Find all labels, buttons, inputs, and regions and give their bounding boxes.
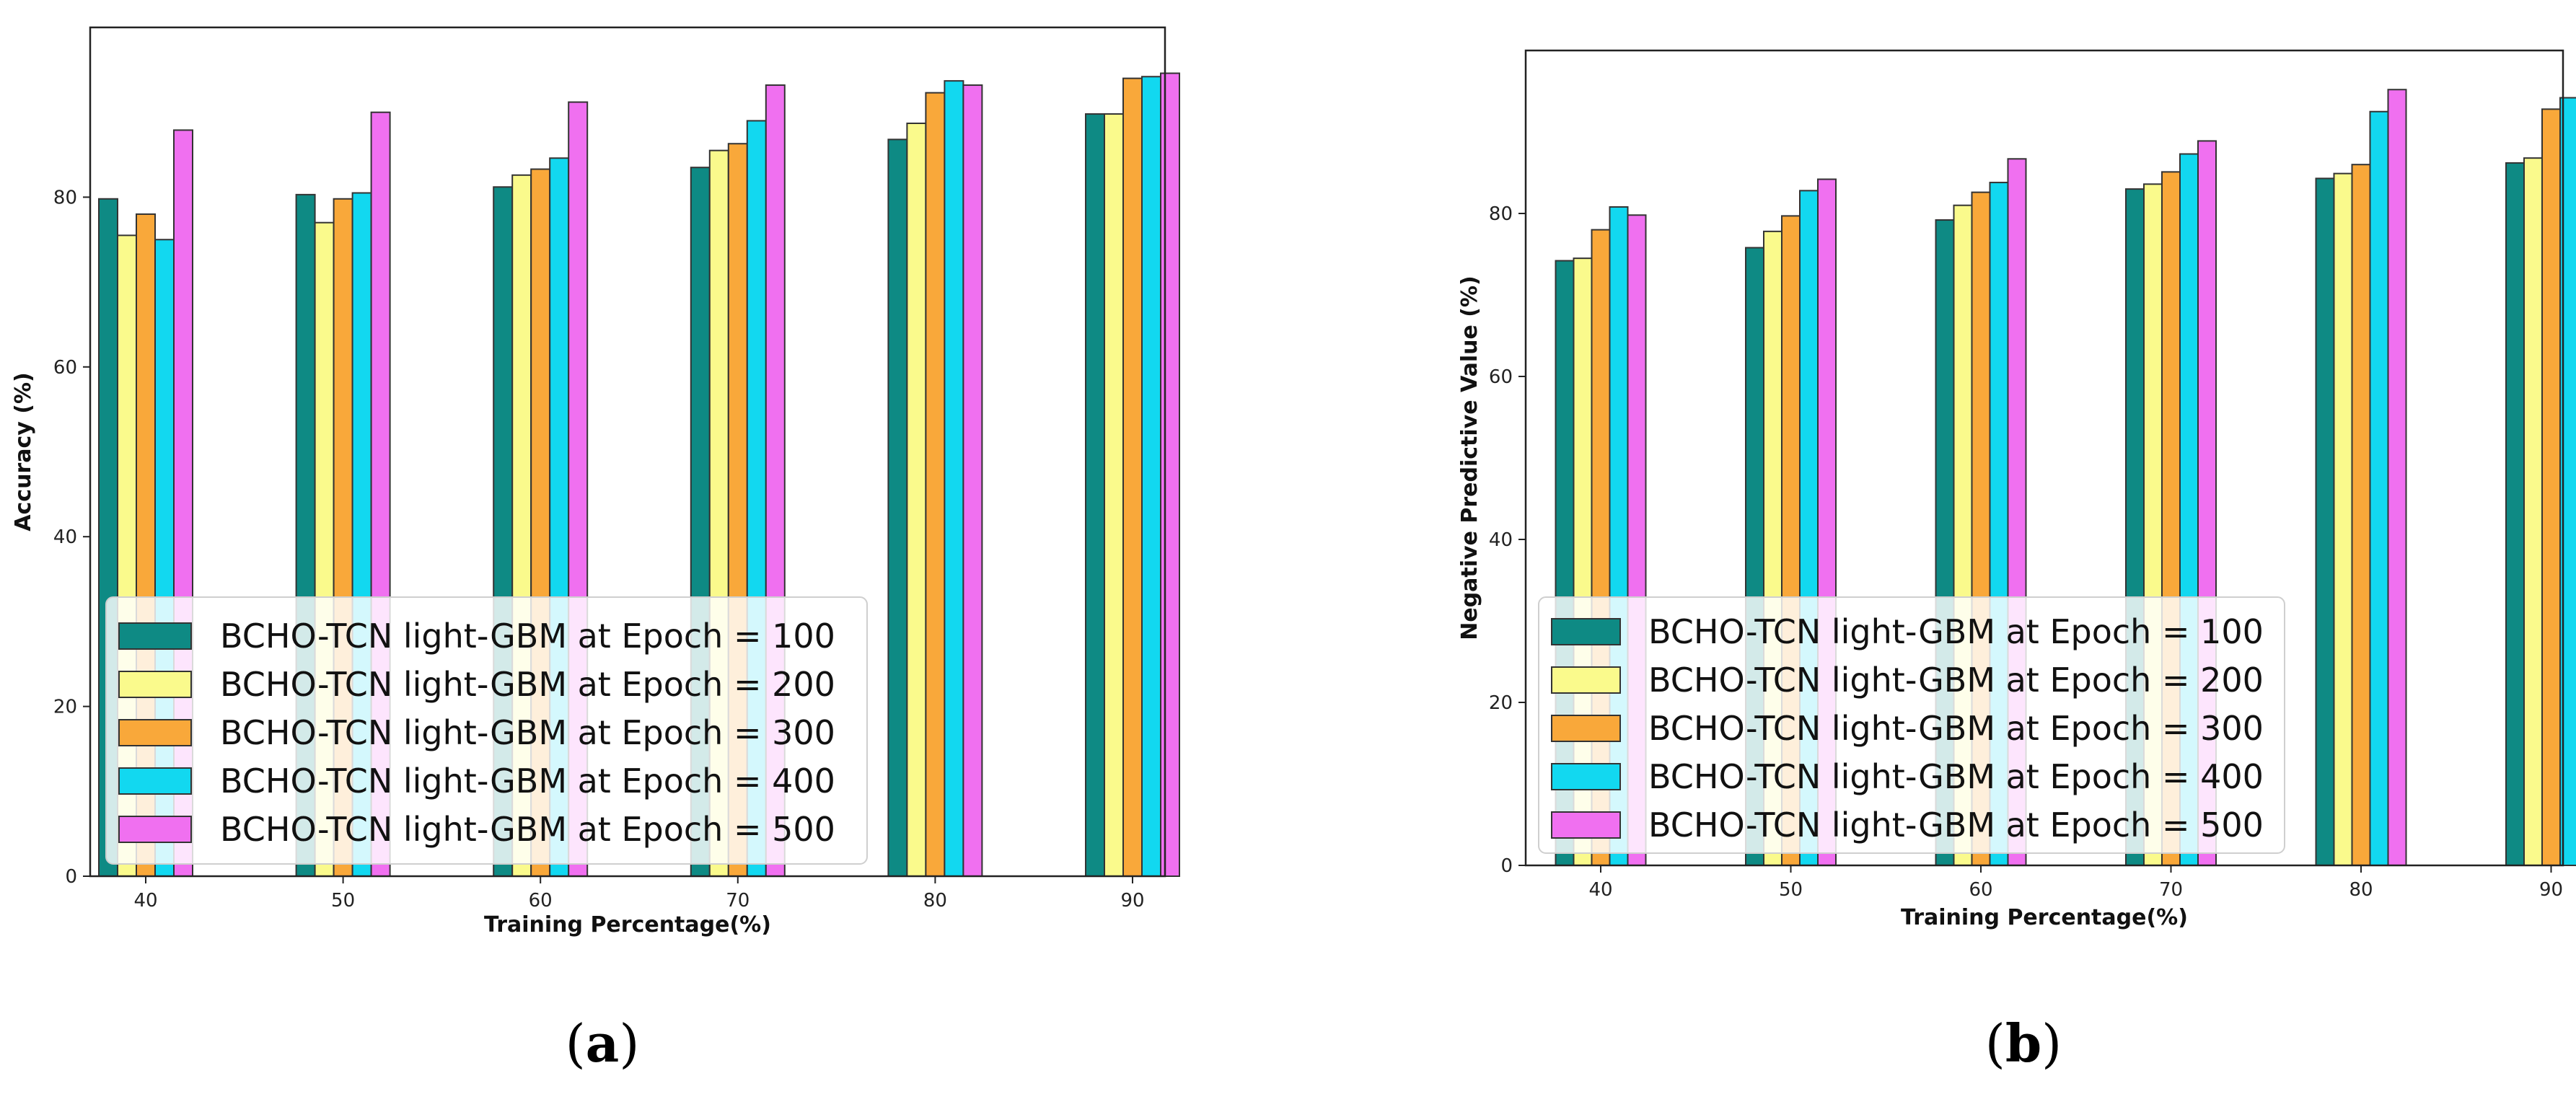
- bar-b-series3-80: [2351, 164, 2371, 866]
- legend-swatch: [1551, 811, 1621, 839]
- bar-a-series5-80: [962, 84, 983, 877]
- chart-panel-a: 0 20 40 60 80 40 50 60 70 80 90 Training Percentage…: [11, 26, 1180, 1074]
- y-tick-label: 0: [1500, 855, 1513, 877]
- y-axis-label: Negative Predictive Value (%): [1457, 275, 1482, 640]
- x-tick-label: 90: [2539, 879, 2563, 901]
- x-tick-label: 60: [529, 890, 553, 912]
- bar-a-series2-90: [1104, 113, 1124, 878]
- legend-b: BCHO-TCN light-GBM at Epoch = 100 BCHO-TC…: [1538, 596, 2285, 854]
- legend-swatch: [118, 767, 192, 795]
- bar-b-series5-80: [2387, 89, 2407, 867]
- legend-label: BCHO-TCN light-GBM at Epoch = 500: [1648, 806, 2264, 844]
- y-tick-label: 20: [1489, 692, 1513, 714]
- legend-label: BCHO-TCN light-GBM at Epoch = 100: [1648, 612, 2264, 651]
- legend-swatch: [1551, 666, 1621, 694]
- x-tick-label: 70: [726, 890, 749, 912]
- legend-label: BCHO-TCN light-GBM at Epoch = 400: [1648, 757, 2264, 796]
- x-tick-label: 60: [1969, 879, 1992, 901]
- x-tick-label: 80: [923, 890, 947, 912]
- bar-b-series3-90: [2541, 108, 2561, 867]
- y-tick-label: 20: [53, 697, 77, 718]
- y-tick-label: 40: [1489, 529, 1513, 551]
- x-tick-label: 70: [2159, 879, 2183, 901]
- bar-b-series1-90: [2505, 162, 2525, 866]
- legend-swatch: [1551, 715, 1621, 742]
- x-axis-label: Training Percentage(%): [484, 912, 771, 938]
- plot-frame-b: [1524, 49, 2564, 867]
- legend-box: [1538, 596, 2285, 854]
- legend-swatch: [1551, 618, 1621, 645]
- y-tick-label: 40: [53, 526, 77, 548]
- panel-caption-a: (a): [566, 1013, 640, 1074]
- legend-box: [105, 596, 868, 865]
- panel-caption-b: (b): [1985, 1013, 2062, 1074]
- legend-label: BCHO-TCN light-GBM at Epoch = 100: [220, 617, 835, 656]
- x-tick-label: 80: [2349, 879, 2373, 901]
- legend-label: BCHO-TCN light-GBM at Epoch = 300: [220, 713, 835, 752]
- legend-label: BCHO-TCN light-GBM at Epoch = 400: [220, 762, 835, 800]
- bar-b-series1-80: [2315, 177, 2335, 867]
- legend-label: BCHO-TCN light-GBM at Epoch = 200: [1648, 661, 2264, 700]
- bar-a-series5-90: [1160, 72, 1180, 878]
- bar-a-series4-80: [944, 80, 964, 877]
- bar-b-series4-90: [2559, 97, 2576, 866]
- bar-b-series4-80: [2369, 110, 2389, 866]
- legend-label: BCHO-TCN light-GBM at Epoch = 200: [220, 665, 835, 704]
- x-tick-label: 90: [1120, 890, 1144, 912]
- bar-a-series4-90: [1141, 76, 1161, 878]
- x-axis-label: Training Percentage(%): [1901, 905, 2188, 930]
- legend-label: BCHO-TCN light-GBM at Epoch = 300: [1648, 709, 2264, 748]
- legend-a: BCHO-TCN light-GBM at Epoch = 100 BCHO-TC…: [105, 596, 868, 865]
- x-tick-label: 40: [133, 890, 157, 912]
- legend-label: BCHO-TCN light-GBM at Epoch = 500: [220, 810, 835, 849]
- y-tick-label: 80: [53, 187, 77, 208]
- bar-a-series3-80: [925, 92, 946, 877]
- y-tick-label: 60: [1489, 366, 1513, 388]
- x-tick-label: 50: [331, 890, 355, 912]
- bar-a-series2-80: [906, 123, 927, 878]
- legend-swatch: [1551, 763, 1621, 790]
- chart-panel-b: 0 20 40 60 80 40 50 60 70 80 90 Training Percentage…: [1457, 49, 2576, 1074]
- bar-a-series1-80: [887, 138, 908, 877]
- bar-b-series2-90: [2523, 157, 2543, 867]
- legend-swatch: [118, 719, 192, 746]
- legend-swatch: [118, 622, 192, 650]
- y-tick-label: 80: [1489, 203, 1513, 225]
- bar-a-series1-90: [1085, 113, 1105, 878]
- bar-a-series3-90: [1122, 77, 1143, 878]
- y-tick-label: 60: [53, 357, 77, 379]
- x-tick-label: 40: [1588, 879, 1612, 901]
- plot-frame-a: [89, 26, 1166, 878]
- y-axis-label: Accuracy (%): [11, 372, 36, 531]
- legend-swatch: [118, 671, 192, 698]
- x-tick-label: 50: [1779, 879, 1803, 901]
- y-tick-label: 0: [65, 866, 77, 888]
- legend-swatch: [118, 816, 192, 843]
- bar-b-series2-80: [2333, 172, 2353, 866]
